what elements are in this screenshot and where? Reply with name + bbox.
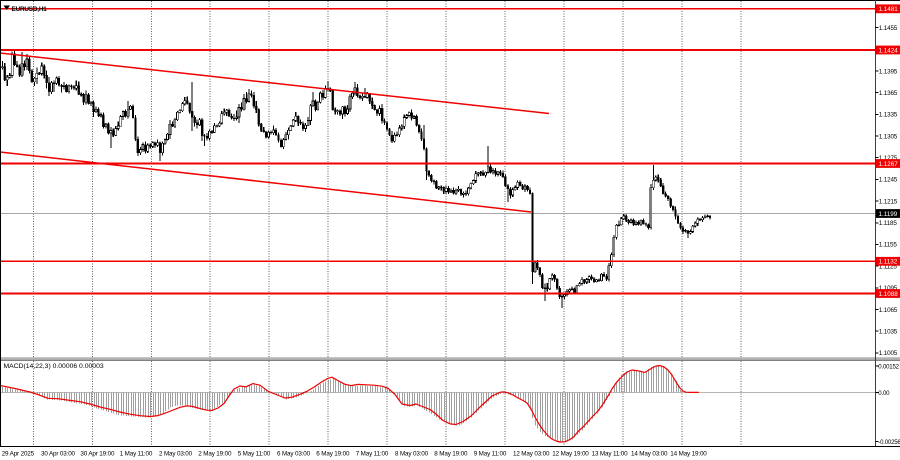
svg-text:5 May 11:00: 5 May 11:00 bbox=[238, 451, 271, 458]
svg-text:1.1185: 1.1185 bbox=[879, 220, 898, 227]
svg-text:0.00: 0.00 bbox=[878, 390, 890, 397]
svg-text:1.1125: 1.1125 bbox=[879, 263, 898, 270]
svg-text:13 May 11:00: 13 May 11:00 bbox=[592, 451, 629, 458]
svg-text:1.1155: 1.1155 bbox=[879, 242, 898, 249]
svg-text:1.1267: 1.1267 bbox=[879, 161, 899, 168]
svg-text:12 May 03:00: 12 May 03:00 bbox=[513, 451, 550, 458]
svg-text:9 May 11:00: 9 May 11:00 bbox=[474, 451, 507, 458]
svg-text:-0.00256: -0.00256 bbox=[878, 439, 900, 446]
svg-text:1 May 11:00: 1 May 11:00 bbox=[120, 451, 153, 458]
svg-text:1.1095: 1.1095 bbox=[879, 285, 898, 292]
svg-text:1.1481: 1.1481 bbox=[879, 6, 899, 13]
svg-text:14 May 03:00: 14 May 03:00 bbox=[631, 451, 668, 458]
svg-text:1.1424: 1.1424 bbox=[879, 47, 899, 54]
svg-text:8 May 03:00: 8 May 03:00 bbox=[395, 451, 429, 458]
svg-text:1.1005: 1.1005 bbox=[879, 350, 898, 357]
svg-text:1.1065: 1.1065 bbox=[879, 307, 898, 314]
svg-text:7 May 11:00: 7 May 11:00 bbox=[356, 451, 389, 458]
svg-text:1.1199: 1.1199 bbox=[879, 211, 898, 218]
svg-text:12 May 19:00: 12 May 19:00 bbox=[552, 451, 589, 458]
svg-text:1.1245: 1.1245 bbox=[879, 177, 898, 184]
svg-text:30 Apr 19:00: 30 Apr 19:00 bbox=[80, 451, 115, 458]
svg-text:1.1088: 1.1088 bbox=[879, 291, 899, 298]
svg-text:1.1132: 1.1132 bbox=[879, 259, 898, 266]
svg-text:MACD(14,22,3) 0.00006 0.00003: MACD(14,22,3) 0.00006 0.00003 bbox=[4, 363, 104, 370]
svg-text:2 May 19:00: 2 May 19:00 bbox=[198, 451, 232, 458]
svg-text:1.1335: 1.1335 bbox=[879, 112, 898, 119]
svg-text:6 May 19:00: 6 May 19:00 bbox=[316, 451, 350, 458]
svg-text:1.1365: 1.1365 bbox=[879, 90, 898, 97]
svg-text:2 May 03:00: 2 May 03:00 bbox=[159, 451, 193, 458]
svg-text:1.1395: 1.1395 bbox=[879, 68, 898, 75]
svg-text:EURUSD,H1: EURUSD,H1 bbox=[12, 6, 48, 13]
svg-text:6 May 03:00: 6 May 03:00 bbox=[277, 451, 311, 458]
svg-text:1.1455: 1.1455 bbox=[879, 25, 898, 32]
svg-text:29 Apr 2025: 29 Apr 2025 bbox=[2, 451, 35, 458]
svg-text:30 Apr 03:00: 30 Apr 03:00 bbox=[41, 451, 76, 458]
svg-text:14 May 19:00: 14 May 19:00 bbox=[670, 451, 707, 458]
svg-text:1.1275: 1.1275 bbox=[879, 155, 898, 162]
svg-text:8 May 19:00: 8 May 19:00 bbox=[434, 451, 468, 458]
svg-text:1.1215: 1.1215 bbox=[879, 198, 898, 205]
svg-text:1.1305: 1.1305 bbox=[879, 133, 898, 140]
svg-text:0.00152: 0.00152 bbox=[878, 363, 899, 370]
svg-text:1.1035: 1.1035 bbox=[879, 329, 898, 336]
